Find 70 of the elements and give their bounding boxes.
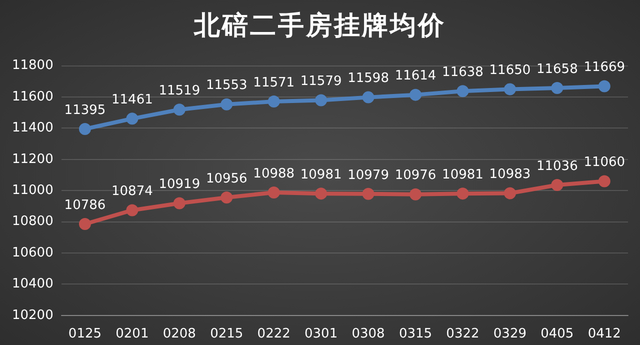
point xyxy=(598,80,610,92)
point xyxy=(220,191,233,204)
x-tick-label: 0125 xyxy=(68,326,102,342)
x-tick-label: 0308 xyxy=(352,326,385,342)
data-label: 11461 xyxy=(112,92,153,108)
point xyxy=(126,204,138,216)
data-label: 10981 xyxy=(442,167,484,182)
point xyxy=(268,96,280,108)
point xyxy=(362,91,374,104)
data-label: 10786 xyxy=(64,198,106,213)
data-label: 10874 xyxy=(112,184,153,200)
x-tick-label: 0301 xyxy=(304,326,338,342)
x-tick-label: 0201 xyxy=(116,326,149,342)
point xyxy=(268,186,280,198)
data-label: 11669 xyxy=(584,60,626,76)
y-tick-label: 10600 xyxy=(12,245,54,260)
y-tick-label: 10200 xyxy=(12,308,54,323)
data-label: 11650 xyxy=(489,63,531,78)
data-label: 10979 xyxy=(348,168,389,183)
point xyxy=(173,104,186,116)
data-label: 11614 xyxy=(394,68,436,84)
x-tick-label: 0322 xyxy=(446,326,480,342)
point xyxy=(504,83,516,96)
data-label: 11036 xyxy=(536,158,578,174)
point xyxy=(410,88,422,101)
x-tick-label: 0315 xyxy=(398,326,432,342)
data-label: 10956 xyxy=(206,171,248,186)
data-label: 11579 xyxy=(300,74,342,90)
x-tick-label: 0405 xyxy=(540,326,574,342)
point xyxy=(504,187,516,200)
y-tick-label: 10800 xyxy=(12,214,54,230)
y-tick-label: 10400 xyxy=(12,276,54,292)
point xyxy=(78,218,91,230)
data-label: 11060 xyxy=(584,155,626,170)
point xyxy=(410,188,422,200)
data-label: 11658 xyxy=(536,62,578,77)
x-tick-label: 0329 xyxy=(493,326,526,342)
point xyxy=(551,82,564,94)
x-tick-label: 0215 xyxy=(210,326,244,342)
data-label: 11598 xyxy=(348,71,389,86)
data-label: 10983 xyxy=(489,167,531,182)
data-label: 10976 xyxy=(394,168,436,184)
data-label: 11638 xyxy=(442,64,484,80)
point xyxy=(551,178,564,191)
y-tick-label: 11400 xyxy=(12,120,54,136)
point xyxy=(315,94,328,106)
y-tick-label: 11200 xyxy=(12,152,54,167)
data-label: 10988 xyxy=(253,166,295,182)
point xyxy=(315,188,328,200)
x-tick-label: 0412 xyxy=(588,326,621,342)
point xyxy=(220,98,233,110)
data-label: 11571 xyxy=(253,75,295,90)
data-label: 10981 xyxy=(300,167,342,182)
y-tick-label: 11600 xyxy=(12,89,54,104)
data-label: 11519 xyxy=(158,84,200,99)
data-label: 11553 xyxy=(206,78,248,94)
x-tick-label: 0208 xyxy=(162,326,196,342)
point xyxy=(456,85,469,98)
chart-title: 北碚二手房挂牌均价 xyxy=(192,10,447,43)
y-tick-label: 11800 xyxy=(12,58,54,74)
point xyxy=(598,175,610,188)
point xyxy=(456,188,469,200)
y-tick-label: 11000 xyxy=(12,182,54,198)
point xyxy=(173,197,186,210)
data-label: 10919 xyxy=(158,177,200,192)
data-label: 11395 xyxy=(64,102,106,118)
point xyxy=(362,188,374,200)
x-tick-label: 0222 xyxy=(257,326,290,342)
point xyxy=(126,112,138,125)
point xyxy=(78,122,91,135)
